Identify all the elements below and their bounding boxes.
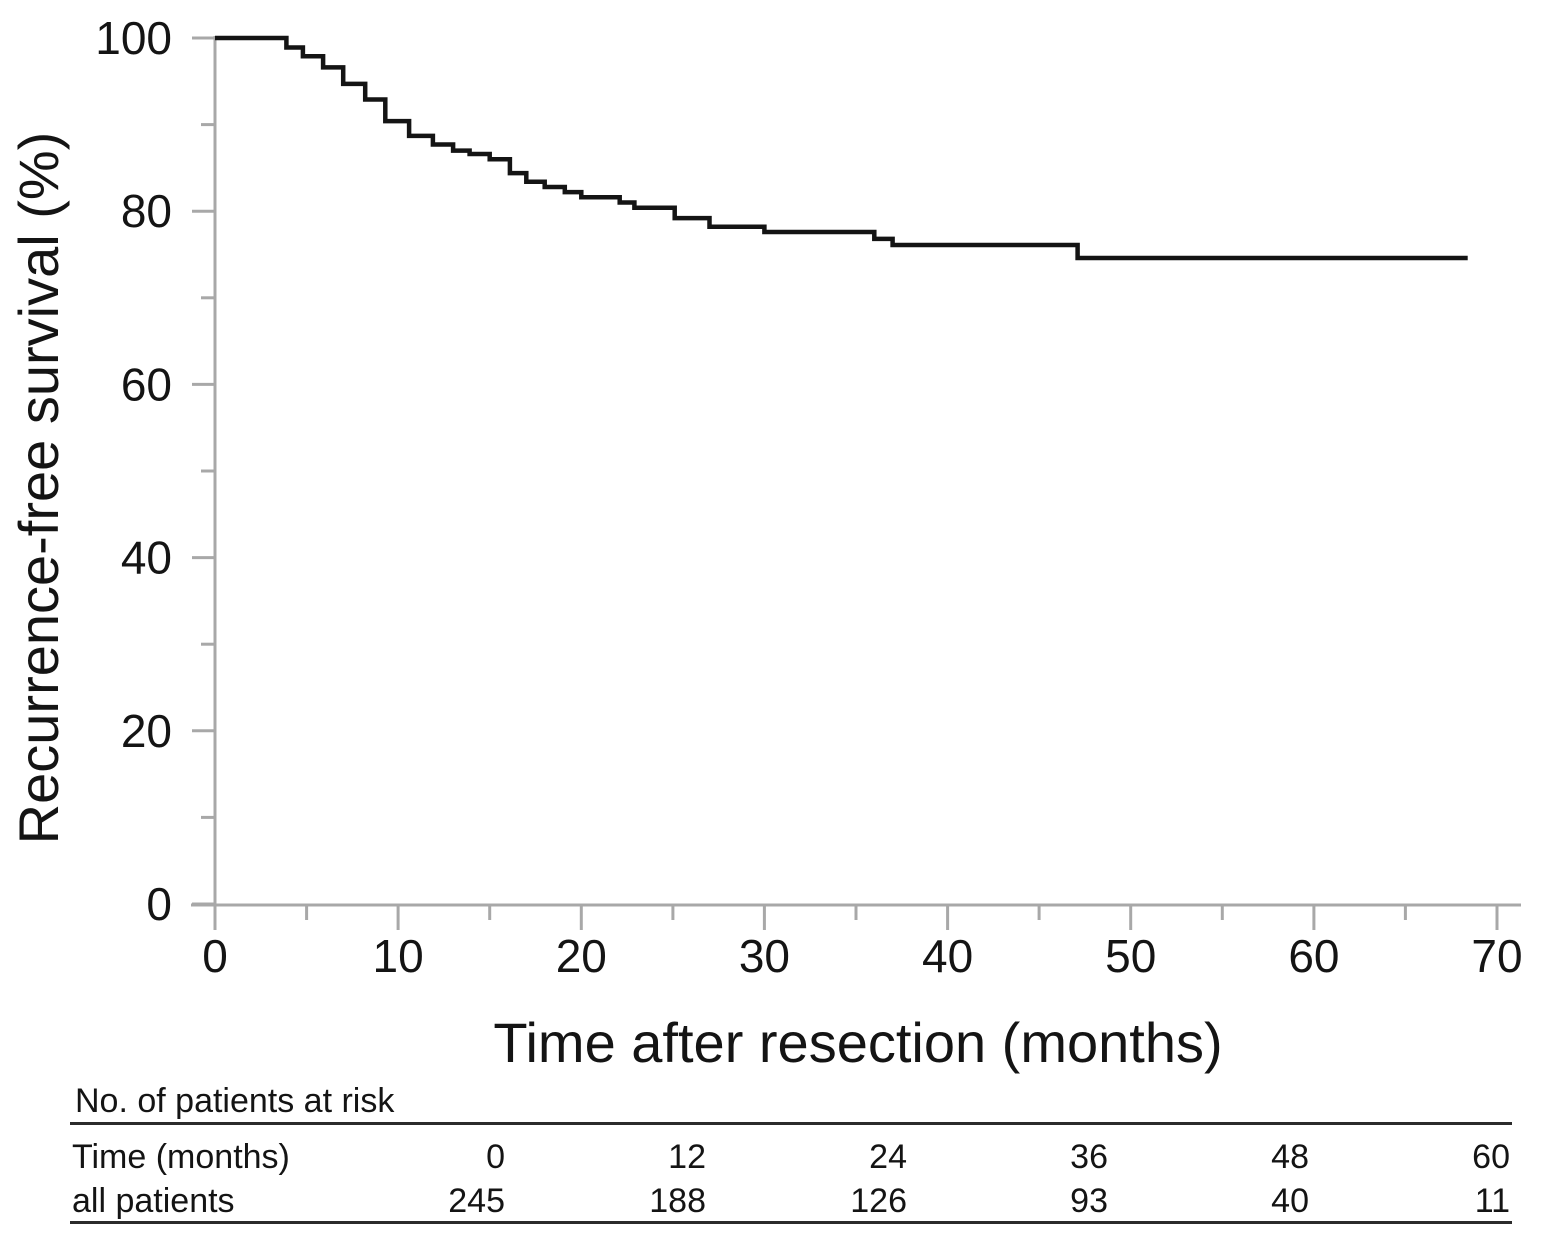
x-tick-label: 30 <box>739 930 790 982</box>
x-tick-label: 0 <box>202 930 228 982</box>
x-tick-label: 60 <box>1288 930 1339 982</box>
risk-time-value: 12 <box>668 1138 706 1176</box>
x-tick-label: 40 <box>922 930 973 982</box>
x-tick-label: 10 <box>373 930 424 982</box>
x-tick-label: 20 <box>556 930 607 982</box>
x-tick-label: 70 <box>1471 930 1522 982</box>
y-tick-label: 0 <box>146 878 172 930</box>
x-tick-label: 50 <box>1105 930 1156 982</box>
x-axis-title: Time after resection (months) <box>493 1011 1222 1074</box>
y-tick-label: 80 <box>121 185 172 237</box>
risk-time-value: 24 <box>869 1138 907 1176</box>
axis-tick-labels: 0 20 40 60 80 100 0 10 20 30 40 50 60 70 <box>95 12 1522 982</box>
risk-time-value: 60 <box>1472 1138 1510 1176</box>
risk-table-patients-row: all patients 245 188 126 93 40 11 <box>72 1182 1512 1221</box>
risk-table-time-row: Time (months) 0 12 24 36 48 60 <box>72 1138 1512 1177</box>
y-tick-label: 20 <box>121 705 172 757</box>
risk-row-label: Time (months) <box>72 1138 290 1176</box>
y-tick-label: 60 <box>121 358 172 410</box>
km-chart: 0 20 40 60 80 100 0 10 20 30 40 50 60 70 Time after r… <box>7 12 1523 1074</box>
y-tick-label: 40 <box>121 532 172 584</box>
y-tick-label: 100 <box>95 12 172 64</box>
risk-count-value: 245 <box>448 1182 505 1220</box>
risk-table-top-rule <box>70 1122 1512 1125</box>
risk-count-value: 126 <box>850 1182 907 1220</box>
risk-row-label: all patients <box>72 1182 235 1220</box>
axis-ticks <box>192 36 1499 930</box>
y-axis-title: Recurrence-free survival (%) <box>7 132 70 845</box>
risk-count-value: 40 <box>1271 1182 1309 1220</box>
risk-time-value: 48 <box>1271 1138 1309 1176</box>
risk-time-value: 0 <box>486 1138 505 1176</box>
risk-table-bottom-rule <box>70 1221 1512 1224</box>
risk-table-title: No. of patients at risk <box>75 1082 395 1120</box>
risk-count-value: 188 <box>649 1182 706 1220</box>
risk-count-value: 93 <box>1070 1182 1108 1220</box>
risk-time-value: 36 <box>1070 1138 1108 1176</box>
risk-count-value: 11 <box>1474 1182 1510 1220</box>
km-curve <box>215 35 1468 261</box>
